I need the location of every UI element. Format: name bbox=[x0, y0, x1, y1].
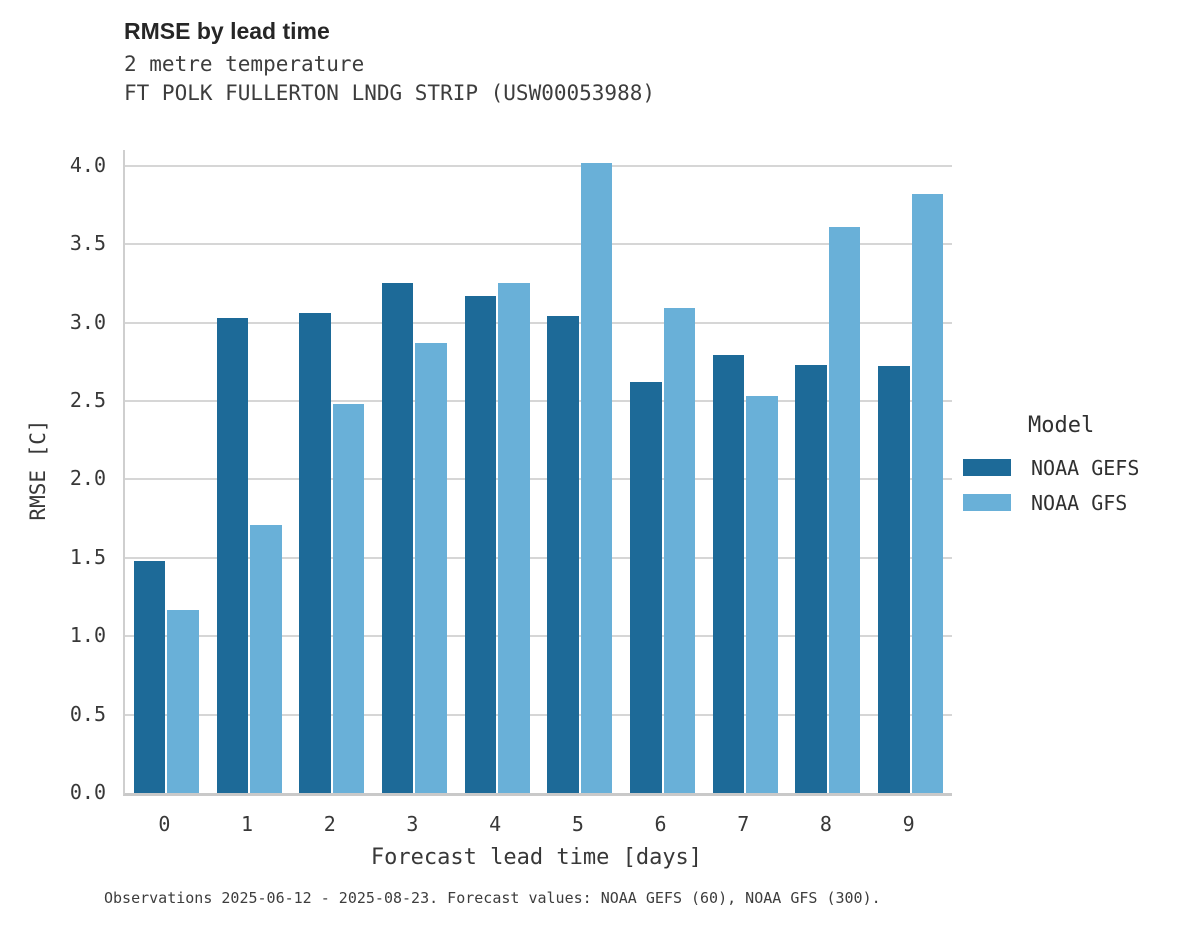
legend-title: Model bbox=[1028, 413, 1095, 438]
gridline-y-2.0 bbox=[125, 478, 952, 481]
bar-noaa-gefs-lead-0 bbox=[133, 560, 166, 793]
gridline-y-1.0 bbox=[125, 635, 952, 638]
chart-title: RMSE by lead time bbox=[124, 18, 330, 44]
bar-noaa-gefs-lead-9 bbox=[878, 366, 910, 793]
plot-area bbox=[123, 150, 952, 796]
bar-noaa-gfs-lead-1 bbox=[250, 524, 282, 793]
gridline-y-2.5 bbox=[125, 399, 952, 402]
bar-noaa-gfs-lead-9 bbox=[911, 193, 944, 793]
bar-noaa-gfs-lead-3 bbox=[415, 342, 447, 793]
bar-noaa-gefs-lead-7 bbox=[712, 355, 745, 793]
bar-noaa-gfs-lead-2 bbox=[332, 404, 365, 793]
x-tick-9: 9 bbox=[902, 812, 915, 836]
y-tick-4.0: 4.0 bbox=[69, 152, 106, 177]
footer-caption: Observations 2025-06-12 - 2025-08-23. Fo… bbox=[104, 889, 881, 907]
y-tick-0.0: 0.0 bbox=[69, 780, 106, 804]
y-tick-3.5: 3.5 bbox=[69, 231, 106, 256]
legend-rows: NOAA GEFS NOAA GFS bbox=[963, 450, 1139, 520]
legend-item-noaa-gefs: NOAA GEFS bbox=[963, 450, 1139, 485]
bar-noaa-gfs-lead-4 bbox=[498, 283, 530, 793]
x-tick-1: 1 bbox=[241, 812, 254, 836]
bar-noaa-gfs-lead-5 bbox=[580, 162, 613, 793]
chart-subtitle-variable: 2 metre temperature bbox=[124, 52, 365, 76]
y-tick-2.0: 2.0 bbox=[69, 466, 106, 491]
x-tick-6: 6 bbox=[654, 812, 667, 836]
gridline-y-3.0 bbox=[125, 321, 952, 324]
bar-noaa-gfs-lead-6 bbox=[663, 308, 696, 793]
bar-noaa-gfs-lead-7 bbox=[746, 396, 778, 793]
legend-label: NOAA GFS bbox=[1031, 490, 1128, 515]
x-tick-0: 0 bbox=[158, 812, 171, 836]
bar-noaa-gefs-lead-4 bbox=[464, 295, 497, 793]
legend-swatch-icon bbox=[963, 459, 1011, 476]
bar-noaa-gfs-lead-8 bbox=[828, 226, 861, 793]
y-tick-3.0: 3.0 bbox=[69, 309, 106, 334]
legend-label: NOAA GEFS bbox=[1031, 455, 1140, 480]
bar-noaa-gefs-lead-8 bbox=[795, 364, 827, 793]
bar-noaa-gefs-lead-1 bbox=[216, 317, 249, 793]
bar-noaa-gefs-lead-6 bbox=[630, 382, 662, 793]
x-axis-label: Forecast lead time [days] bbox=[370, 845, 703, 870]
legend: Model NOAA GEFS NOAA GFS bbox=[963, 413, 1139, 520]
x-tick-5: 5 bbox=[571, 812, 584, 836]
bar-noaa-gefs-lead-2 bbox=[299, 313, 331, 793]
y-tick-1.5: 1.5 bbox=[69, 544, 106, 569]
bar-noaa-gefs-lead-3 bbox=[381, 283, 414, 793]
gridline-y-0.5 bbox=[125, 713, 952, 716]
gridline-y-4.0 bbox=[125, 164, 952, 167]
legend-item-noaa-gfs: NOAA GFS bbox=[963, 485, 1139, 520]
x-tick-8: 8 bbox=[819, 812, 832, 836]
legend-swatch-icon bbox=[963, 494, 1011, 511]
gridline-y-3.5 bbox=[125, 243, 952, 246]
y-tick-1.0: 1.0 bbox=[69, 623, 106, 648]
bar-noaa-gfs-lead-0 bbox=[167, 609, 199, 793]
chart-subtitle-station: FT POLK FULLERTON LNDG STRIP (USW0005398… bbox=[124, 81, 656, 105]
y-tick-0.5: 0.5 bbox=[69, 701, 106, 726]
y-tick-2.5: 2.5 bbox=[69, 387, 106, 412]
gridline-y-1.5 bbox=[125, 556, 952, 559]
x-tick-2: 2 bbox=[323, 812, 336, 836]
bar-noaa-gefs-lead-5 bbox=[547, 316, 579, 793]
x-tick-7: 7 bbox=[737, 812, 750, 836]
x-tick-4: 4 bbox=[489, 812, 502, 836]
x-tick-3: 3 bbox=[406, 812, 419, 836]
